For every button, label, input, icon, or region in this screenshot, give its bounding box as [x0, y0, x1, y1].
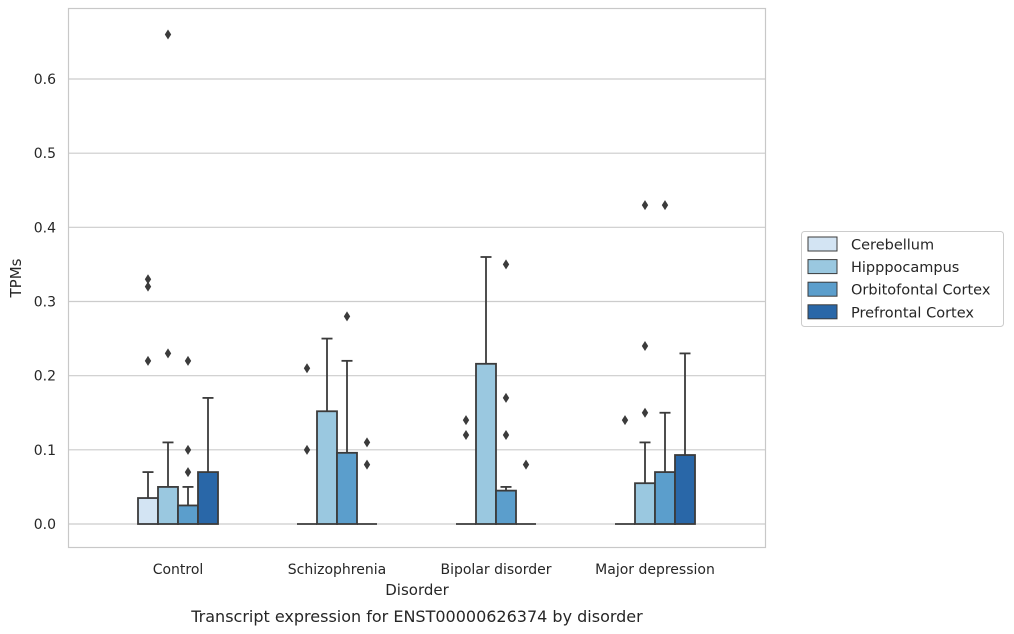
legend-box	[801, 231, 1004, 327]
outlier-point	[522, 459, 530, 470]
outlier-point	[184, 444, 192, 455]
outlier-point	[502, 392, 510, 403]
outlier-point	[144, 274, 152, 285]
bar	[137, 497, 159, 525]
outlier-point	[641, 200, 649, 211]
outlier-point	[343, 311, 351, 322]
bar	[634, 482, 656, 525]
outlier-point	[164, 29, 172, 40]
legend-label: Prefrontal Cortex	[851, 305, 974, 321]
x-axis-title: Disorder	[385, 581, 449, 599]
y-tick-label: 0.5	[34, 146, 56, 162]
grid-lines	[68, 78, 766, 525]
outlier-point	[144, 281, 152, 292]
y-tick-label: 0.2	[34, 369, 56, 385]
y-tick-label: 0.0	[34, 517, 56, 533]
outlier-point	[502, 430, 510, 440]
bar	[177, 504, 199, 525]
outlier-point	[462, 430, 470, 440]
x-tick-labels: Control Schizophrenia Bipolar disorder Majo…	[153, 562, 715, 578]
outlier-point	[363, 437, 371, 448]
y-tick-label: 0.4	[34, 220, 56, 236]
outlier-point	[363, 459, 371, 470]
x-tick-label: Major depression	[595, 562, 715, 578]
outlier-point	[661, 200, 669, 211]
bar	[475, 362, 497, 525]
outlier-point	[621, 415, 629, 426]
legend-swatch	[807, 281, 838, 297]
plot-frame	[67, 7, 767, 549]
outlier-point	[502, 259, 510, 270]
legend-swatch	[807, 236, 838, 252]
figure-caption: Transcript expression for ENST0000062637…	[190, 607, 643, 626]
legend-label: Orbitofontal Cortex	[851, 283, 991, 299]
outlier-point	[641, 341, 649, 351]
legend: Cerebellum Hipppocampus Orbitofontal Corte…	[801, 231, 1004, 327]
x-tick-label: Bipolar disorder	[440, 562, 551, 578]
bar	[674, 454, 696, 525]
legend-swatch	[807, 304, 838, 320]
bar	[197, 471, 219, 525]
outlier-point	[462, 415, 470, 426]
outlier-point	[184, 355, 192, 366]
bar	[654, 471, 676, 525]
y-tick-label: 0.6	[34, 72, 56, 88]
outlier-point	[164, 348, 172, 359]
outlier-point	[144, 355, 152, 366]
bar	[336, 451, 358, 525]
legend-label: Cerebellum	[851, 238, 934, 254]
outlier-point	[184, 467, 192, 478]
y-tick-label: 0.1	[34, 443, 56, 459]
y-axis-title: TPMs	[7, 258, 25, 298]
outlier-point	[303, 363, 311, 374]
bars	[137, 362, 696, 525]
y-tick-labels: 0.0 0.1 0.2 0.3 0.4 0.5 0.6	[34, 72, 56, 533]
y-tick-label: 0.3	[34, 295, 56, 311]
outlier-point	[303, 444, 311, 455]
legend-label: Hipppocampus	[851, 260, 959, 276]
legend-swatch	[807, 259, 838, 275]
error-bars	[142, 256, 691, 506]
bar	[157, 486, 179, 525]
bar	[316, 410, 338, 525]
outlier-markers	[144, 29, 669, 478]
bar	[495, 489, 517, 525]
x-tick-label: Schizophrenia	[288, 562, 386, 578]
outlier-point	[641, 407, 649, 418]
x-tick-label: Control	[153, 562, 204, 578]
